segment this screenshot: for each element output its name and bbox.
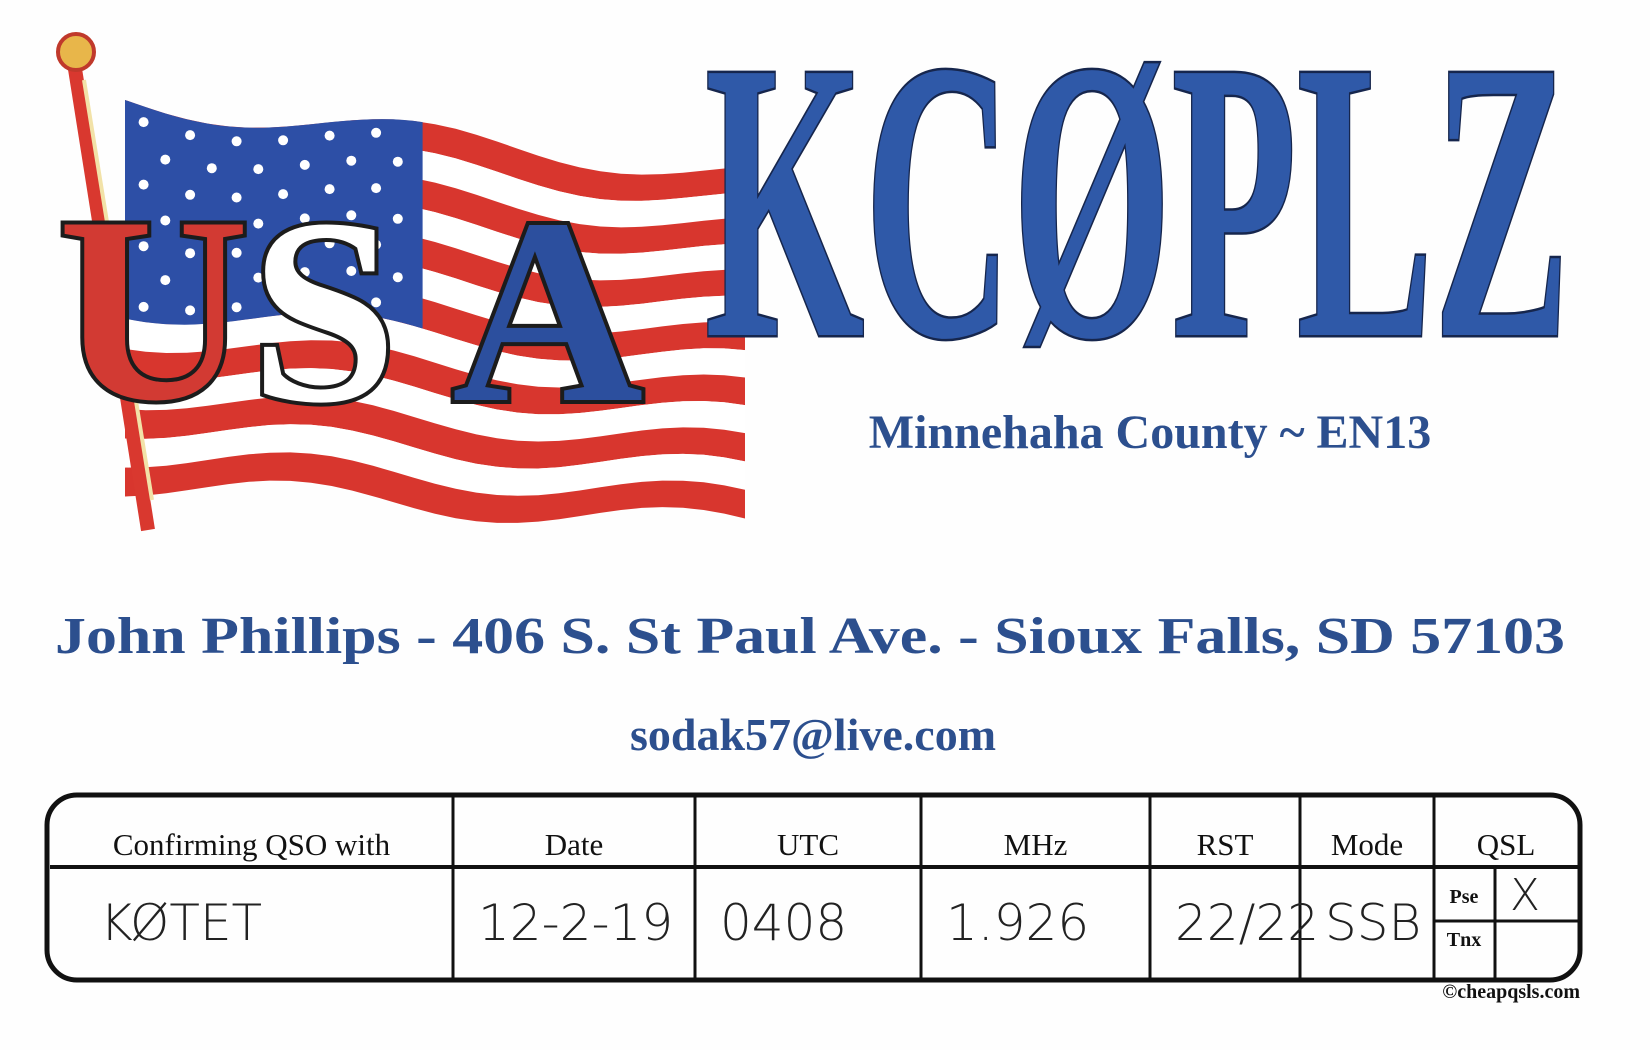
flag-star xyxy=(346,266,357,276)
flag-stripe xyxy=(125,312,745,388)
callsign: KCØPLZ xyxy=(705,0,1570,422)
flag-star xyxy=(185,248,196,259)
flag-star xyxy=(278,189,289,200)
flag-star xyxy=(278,242,289,253)
flag-star xyxy=(160,275,171,286)
table-border xyxy=(44,792,1583,983)
flag-star xyxy=(231,136,242,147)
flag-star xyxy=(138,117,149,128)
flag-stripe xyxy=(125,452,745,523)
flag-pole xyxy=(65,48,155,532)
address: John Phillips - 406 S. St Paul Ave. - Si… xyxy=(55,608,1565,665)
copyright: ©cheapqsls.com xyxy=(1442,981,1580,1003)
flag-star xyxy=(253,218,264,229)
table-entry: SSB xyxy=(1325,894,1421,952)
table-header: Confirming QSO with xyxy=(113,827,391,862)
flag-pole-highlight xyxy=(82,79,154,501)
flag-star xyxy=(185,189,196,200)
usa-letter: U xyxy=(58,163,249,456)
table-entry: KØTET xyxy=(100,894,262,952)
usa-text: U S A xyxy=(54,159,647,462)
flag-star xyxy=(278,135,289,146)
flag-star xyxy=(324,184,335,195)
flag-star xyxy=(231,302,242,313)
flag xyxy=(125,100,745,523)
flag-stripe xyxy=(125,368,745,442)
flag-star xyxy=(324,293,335,304)
table-header: RST xyxy=(1197,827,1254,862)
flag-star xyxy=(346,210,357,221)
table-text: Confirming QSO with Date UTC MHz RST Mode QSL K… xyxy=(100,827,1540,952)
qsl-option: Tnx xyxy=(1447,929,1481,951)
email: sodak57@live.com xyxy=(630,709,996,760)
flag-star xyxy=(299,267,310,278)
flag-star xyxy=(185,130,196,141)
flag-star xyxy=(231,247,242,258)
table-header: QSL xyxy=(1477,827,1536,862)
flag-star xyxy=(371,297,382,308)
flag-star xyxy=(185,305,196,316)
flag-star xyxy=(371,127,382,138)
location: Minnehaha County ~ EN13 xyxy=(869,406,1431,459)
flag-star xyxy=(392,156,403,167)
flag-star xyxy=(324,238,335,249)
usa-letter: S xyxy=(250,165,397,458)
table-entry: 1.926 xyxy=(946,894,1089,952)
log-table xyxy=(44,792,1583,983)
qsl-option: Pse xyxy=(1450,886,1479,908)
flag-star xyxy=(299,213,310,224)
flag-stripe xyxy=(125,100,745,201)
flag-star xyxy=(278,296,289,307)
table-entry: 12-2-19 xyxy=(478,894,673,952)
flag-star xyxy=(371,239,382,250)
flag-star xyxy=(392,272,403,283)
flag-star xyxy=(392,213,403,224)
table-header: Mode xyxy=(1331,827,1403,862)
flag-stripe xyxy=(125,396,745,469)
table-header: Date xyxy=(545,827,604,862)
table-entry: 0408 xyxy=(720,894,847,952)
qsl-mark: X xyxy=(1510,870,1540,921)
table-header: UTC xyxy=(777,827,839,862)
table-entry: 22/22 xyxy=(1175,894,1319,952)
flag-star xyxy=(206,220,217,231)
flag-star xyxy=(231,192,242,203)
flag-star xyxy=(299,159,310,170)
flag-star xyxy=(253,164,264,175)
flag-star xyxy=(206,276,217,287)
flag-star xyxy=(138,301,149,312)
flag-stripe xyxy=(125,340,745,415)
flag-star xyxy=(138,179,149,190)
pole-finial xyxy=(56,32,96,72)
flag-star xyxy=(160,215,171,226)
flag-star xyxy=(324,130,335,141)
flag-stripe xyxy=(125,424,745,496)
usa-letter: A xyxy=(452,165,643,458)
flag-star xyxy=(346,155,357,166)
flag-star xyxy=(371,183,382,194)
flag-star xyxy=(160,154,171,165)
flag-star xyxy=(138,241,149,252)
flag-star xyxy=(253,272,264,283)
table-header: MHz xyxy=(1004,827,1068,862)
flag-star xyxy=(206,163,217,174)
